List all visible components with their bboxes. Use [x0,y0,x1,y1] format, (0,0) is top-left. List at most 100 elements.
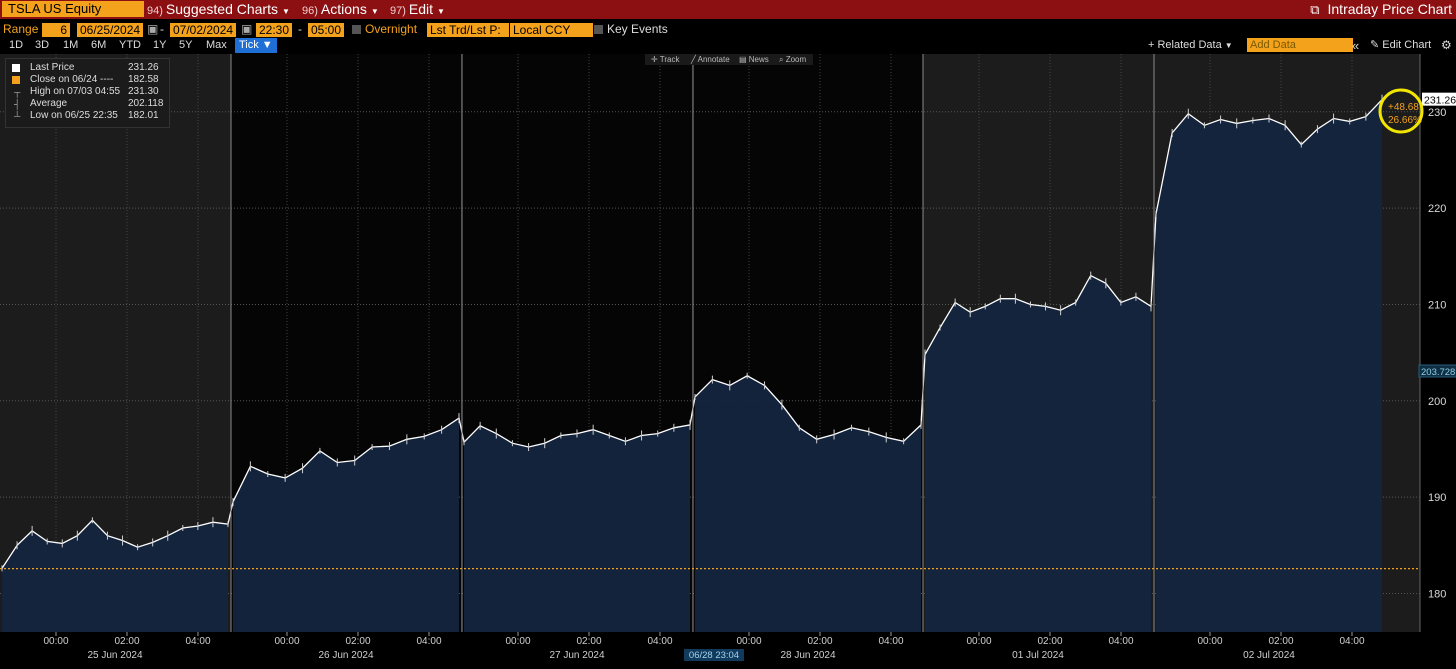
end-time-field[interactable]: 05:00 [308,23,345,37]
calendar-icon[interactable]: ▣ [147,22,159,36]
range-value-field[interactable]: 6 [42,23,70,37]
add-data-input[interactable]: Add Data [1247,38,1353,52]
range-controls: Range 6 06/25/2024 ▣ - 07/02/2024 ▣ 22:3… [0,21,1456,38]
average-tag [1418,364,1456,378]
period-1y[interactable]: 1Y [153,39,167,51]
key-events-toggle[interactable]: Key Events [594,21,668,38]
y-tick-label: 190 [1428,492,1446,504]
tick-frequency-button[interactable]: Tick ▼ [235,38,277,53]
legend-row-last-price: Last Price 231.26 [6,62,169,74]
calendar-icon[interactable]: ▣ [241,22,253,36]
x-time-label: 02:00 [807,636,832,647]
legend-label: Low on 06/25 22:35 [30,110,118,121]
range-label: Range [3,22,39,36]
price-area [464,424,690,632]
legend-label: Average [30,98,68,109]
external-window-icon[interactable]: ⧉ [1310,2,1320,17]
price-area [925,275,1151,632]
price-area [695,375,921,632]
menu-label: Actions [320,1,367,17]
x-time-label: 02:00 [345,636,370,647]
y-tick-label: 230 [1428,107,1446,119]
zoom-label: Zoom [785,55,807,64]
y-tick-label: 180 [1428,588,1446,600]
chart-tool-strip: ✛ Track ╱ Annotate ▤ News ⌕ Zoom [645,54,813,65]
currency-select[interactable]: Local CCY [510,23,593,37]
menu-label: Edit [408,1,434,17]
legend-row-low: ┴ Low on 06/25 22:35 182.01 [6,110,169,122]
edit-menu[interactable]: 97) Edit ▼ [390,0,445,19]
period-5y[interactable]: 5Y [179,39,193,51]
chart-legend: Last Price 231.26 Close on 06/24 ---- 18… [5,58,170,128]
suggested-charts-menu[interactable]: 94) Suggested Charts ▼ [147,0,290,19]
x-time-label: 00:00 [274,636,299,647]
x-date-label: 25 Jun 2024 [87,650,142,661]
pencil-icon: ✎ [1370,39,1380,51]
legend-value: 182.58 [128,74,159,85]
x-date-label: 02 Jul 2024 [1243,650,1295,661]
legend-value: 202.118 [128,98,164,109]
period-1d[interactable]: 1D [9,39,24,51]
x-date-label: 28 Jun 2024 [780,650,835,661]
period-3d[interactable]: 3D [35,39,50,51]
checkbox-icon [594,25,603,35]
annotate-tool[interactable]: ╱ Annotate [691,55,730,64]
news-tool[interactable]: ▤ News [739,55,769,64]
period-1m[interactable]: 1M [63,39,79,51]
chevron-down-icon: ▼ [281,7,290,16]
menu-number: 96) [302,5,318,17]
overnight-toggle[interactable]: Overnight [352,21,417,38]
legend-label: Close on 06/24 ---- [30,74,114,85]
legend-swatch [12,76,20,84]
menu-number: 97) [390,5,406,17]
highlight-marker-label: 06/28 23:04 [689,650,739,661]
gear-icon[interactable]: ⚙ [1441,38,1452,52]
related-data-label: + Related Data [1148,39,1222,51]
security-ticker-field[interactable]: TSLA US Equity [2,1,144,17]
period-6m[interactable]: 6M [91,39,107,51]
x-time-label: 02:00 [1037,636,1062,647]
price-area [233,418,459,632]
legend-value: 231.26 [128,62,159,73]
legend-label: Last Price [30,62,75,73]
track-tool[interactable]: ✛ Track [651,55,680,64]
change-percent-label: 26.66% [1388,115,1422,126]
x-date-label: 27 Jun 2024 [549,650,604,661]
top-menu-bar: TSLA US Equity 94) Suggested Charts ▼ 96) A… [0,0,1456,19]
date-separator: - [160,22,164,36]
checkbox-icon [352,25,361,35]
price-area [1156,99,1382,632]
legend-value: 231.30 [128,86,159,97]
end-date-field[interactable]: 07/02/2024 [170,23,237,37]
window-title-text: Intraday Price Chart [1327,1,1453,17]
edit-chart-label: Edit Chart [1382,39,1432,51]
zoom-tool[interactable]: ⌕ Zoom [779,55,807,64]
key-events-label: Key Events [607,22,668,36]
period-ytd[interactable]: YTD [119,39,141,51]
edit-chart-button[interactable]: ✎ Edit Chart [1370,38,1431,53]
field-select[interactable]: Lst Trd/Lst P: [427,23,509,37]
overnight-label: Overnight [365,22,418,36]
start-time-field[interactable]: 22:30 [256,23,293,37]
low-marker-icon: ┴ [14,111,21,121]
time-separator: - [298,22,302,36]
x-time-label: 02:00 [114,636,139,647]
menu-number: 94) [147,5,163,17]
collapse-icon[interactable]: « [1352,38,1360,53]
y-tick-label: 220 [1428,203,1446,215]
period-max[interactable]: Max [206,39,227,51]
x-time-label: 04:00 [416,636,441,647]
actions-menu[interactable]: 96) Actions ▼ [302,0,379,19]
legend-row-average: ┤ Average 202.118 [6,98,169,110]
chevron-down-icon: ▼ [1224,41,1233,50]
track-label: Track [659,55,680,64]
x-time-label: 04:00 [185,636,210,647]
news-label: News [748,55,769,64]
average-marker-icon: ┤ [14,99,21,109]
related-data-button[interactable]: + Related Data ▼ [1148,38,1233,53]
start-date-field[interactable]: 06/25/2024 [77,23,144,37]
period-toolbar: 1D 3D 1M 6M YTD 1Y 5Y Max Tick ▼ + Relat… [0,38,1456,53]
legend-row-high: ┬ High on 07/03 04:55 231.30 [6,86,169,98]
x-time-label: 00:00 [1197,636,1222,647]
